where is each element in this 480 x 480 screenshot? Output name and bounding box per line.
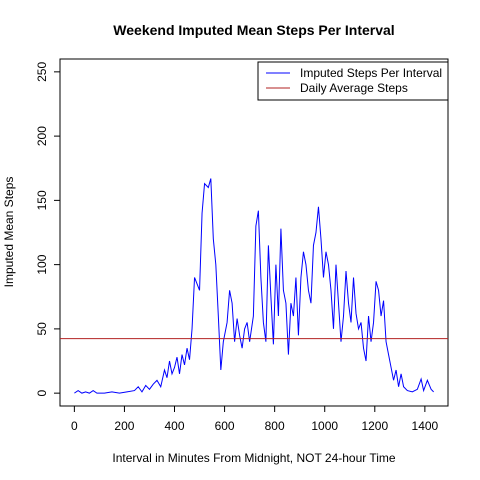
y-tick-label: 0	[35, 389, 49, 396]
y-tick-label: 250	[35, 62, 49, 82]
x-tick-label: 0	[71, 419, 78, 433]
y-tick-label: 150	[35, 190, 49, 210]
x-tick-label: 1000	[311, 419, 338, 433]
x-axis-label: Interval in Minutes From Midnight, NOT 2…	[112, 451, 396, 465]
y-tick-label: 50	[35, 322, 49, 336]
x-tick-label: 1200	[361, 419, 388, 433]
y-tick-label: 100	[35, 254, 49, 274]
y-tick-label: 200	[35, 126, 49, 146]
data-line	[74, 178, 434, 394]
x-tick-label: 400	[164, 419, 184, 433]
y-axis-label: Imputed Mean Steps	[2, 177, 16, 288]
x-tick-label: 200	[114, 419, 134, 433]
legend-box	[257, 61, 449, 101]
x-tick-label: 600	[215, 419, 235, 433]
plot-box	[59, 58, 449, 407]
legend-label: Imputed Steps Per Interval	[300, 66, 442, 80]
legend-label: Daily Average Steps	[300, 81, 408, 95]
x-tick-label: 800	[265, 419, 285, 433]
chart-title: Weekend Imputed Mean Steps Per Interval	[113, 22, 394, 38]
x-tick-label: 1400	[412, 419, 439, 433]
